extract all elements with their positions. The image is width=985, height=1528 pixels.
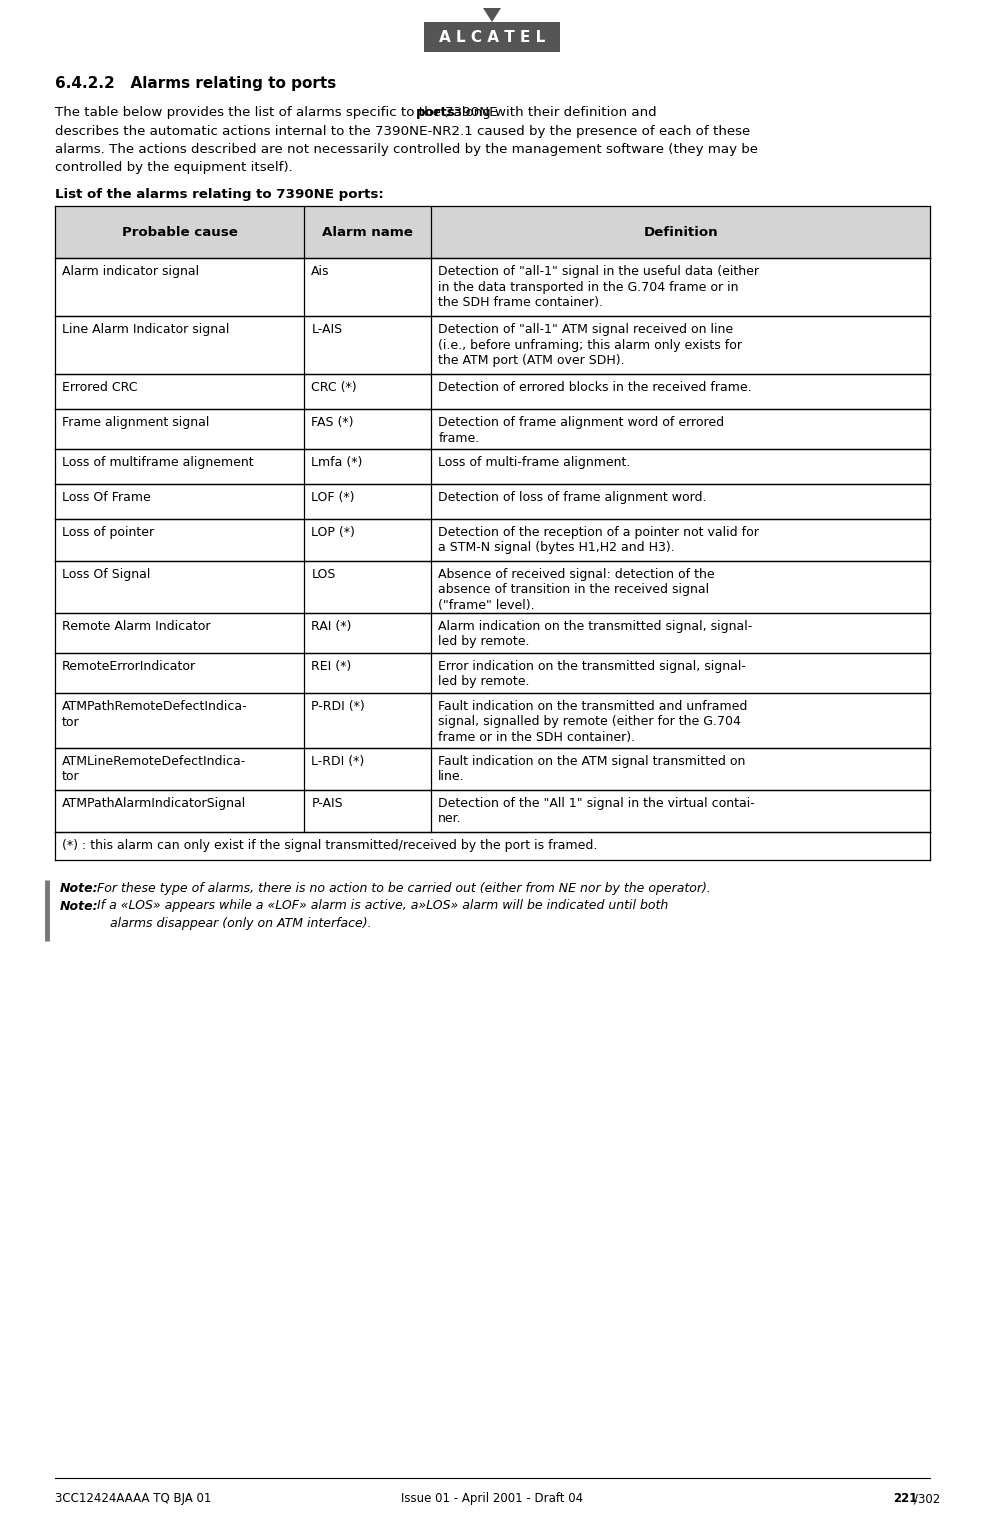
Text: Ais: Ais [311,264,330,278]
Text: the SDH frame container).: the SDH frame container). [438,296,603,309]
Text: Note:: Note: [60,882,98,895]
Text: Loss Of Frame: Loss Of Frame [62,490,151,504]
Text: Error indication on the transmitted signal, signal-: Error indication on the transmitted sign… [438,660,746,672]
Text: line.: line. [438,770,465,784]
Text: If a «LOS» appears while a «LOF» alarm is active, a»LOS» alarm will be indicated: If a «LOS» appears while a «LOF» alarm i… [93,900,668,912]
Text: Remote Alarm Indicator: Remote Alarm Indicator [62,620,211,633]
Text: ATMPathRemoteDefectIndica-: ATMPathRemoteDefectIndica- [62,700,247,714]
Text: Alarm name: Alarm name [322,226,414,238]
Text: LOP (*): LOP (*) [311,526,356,539]
Text: Detection of errored blocks in the received frame.: Detection of errored blocks in the recei… [438,380,752,394]
Text: Absence of received signal: detection of the: Absence of received signal: detection of… [438,568,715,581]
Text: led by remote.: led by remote. [438,675,530,689]
Bar [55,694,930,749]
Text: Line Alarm Indicator signal: Line Alarm Indicator signal [62,322,230,336]
Text: Detection of frame alignment word of errored: Detection of frame alignment word of err… [438,416,724,429]
Text: Frame alignment signal: Frame alignment signal [62,416,210,429]
Bar [55,613,930,652]
Bar [55,749,930,790]
Text: (*) : this alarm can only exist if the signal transmitted/received by the port i: (*) : this alarm can only exist if the s… [62,839,597,853]
Bar [424,21,560,52]
Text: 3CC12424AAAA TQ BJA 01: 3CC12424AAAA TQ BJA 01 [55,1491,212,1505]
Bar [55,520,930,561]
Text: Loss of multi-frame alignment.: Loss of multi-frame alignment. [438,455,630,469]
Text: Loss of pointer: Loss of pointer [62,526,154,539]
Text: signal, signalled by remote (either for the G.704: signal, signalled by remote (either for … [438,715,741,729]
Text: controlled by the equipment itself).: controlled by the equipment itself). [55,162,293,174]
Text: Detection of the "All 1" signal in the virtual contai-: Detection of the "All 1" signal in the v… [438,798,755,810]
Bar [55,374,930,410]
Bar [55,790,930,833]
Bar [55,833,930,860]
Text: Detection of "all-1" signal in the useful data (either: Detection of "all-1" signal in the usefu… [438,264,759,278]
Text: Alarm indication on the transmitted signal, signal-: Alarm indication on the transmitted sign… [438,620,753,633]
Text: , along with their definition and: , along with their definition and [445,105,657,119]
Text: Loss of multiframe alignement: Loss of multiframe alignement [62,455,253,469]
Bar [55,484,930,520]
Text: CRC (*): CRC (*) [311,380,357,394]
Text: 221: 221 [893,1491,917,1505]
Text: frame or in the SDH container).: frame or in the SDH container). [438,730,635,744]
Text: ATMPathAlarmIndicatorSignal: ATMPathAlarmIndicatorSignal [62,798,246,810]
Text: Loss Of Signal: Loss Of Signal [62,568,151,581]
Text: absence of transition in the received signal: absence of transition in the received si… [438,584,709,596]
Text: (i.e., before unframing; this alarm only exists for: (i.e., before unframing; this alarm only… [438,339,743,351]
Bar [55,258,930,316]
Text: A L C A T E L: A L C A T E L [439,29,545,44]
Text: L-AIS: L-AIS [311,322,343,336]
Text: ("frame" level).: ("frame" level). [438,599,535,613]
Text: /302: /302 [914,1491,941,1505]
Text: Detection of "all-1" ATM signal received on line: Detection of "all-1" ATM signal received… [438,322,734,336]
Text: describes the automatic actions internal to the 7390NE-NR2.1 caused by the prese: describes the automatic actions internal… [55,124,751,138]
Text: alarms. The actions described are not necessarily controlled by the management s: alarms. The actions described are not ne… [55,144,758,156]
Text: Note:: Note: [60,900,98,912]
Text: REI (*): REI (*) [311,660,352,672]
Text: L-RDI (*): L-RDI (*) [311,755,364,769]
Text: alarms disappear (only on ATM interface).: alarms disappear (only on ATM interface)… [110,917,371,931]
Text: The table below provides the list of alarms specific to the 7390NE: The table below provides the list of ala… [55,105,502,119]
Text: ATMLineRemoteDefectIndica-: ATMLineRemoteDefectIndica- [62,755,246,769]
Text: led by remote.: led by remote. [438,636,530,648]
Text: P-RDI (*): P-RDI (*) [311,700,365,714]
Text: Definition: Definition [643,226,718,238]
Bar [55,410,930,449]
Text: a STM-N signal (bytes H1,H2 and H3).: a STM-N signal (bytes H1,H2 and H3). [438,541,675,555]
Bar [55,561,930,613]
Text: Alarm indicator signal: Alarm indicator signal [62,264,199,278]
Bar [55,652,930,694]
Text: Lmfa (*): Lmfa (*) [311,455,362,469]
Polygon shape [483,8,501,21]
Text: 6.4.2.2   Alarms relating to ports: 6.4.2.2 Alarms relating to ports [55,76,336,92]
Text: tor: tor [62,770,80,784]
Text: Detection of the reception of a pointer not valid for: Detection of the reception of a pointer … [438,526,759,539]
Text: P-AIS: P-AIS [311,798,343,810]
Text: frame.: frame. [438,431,480,445]
Text: LOS: LOS [311,568,336,581]
Text: Errored CRC: Errored CRC [62,380,138,394]
Bar [55,449,930,484]
Text: the ATM port (ATM over SDH).: the ATM port (ATM over SDH). [438,354,624,367]
Text: Probable cause: Probable cause [122,226,237,238]
Text: in the data transported in the G.704 frame or in: in the data transported in the G.704 fra… [438,281,739,293]
Text: LOF (*): LOF (*) [311,490,355,504]
Text: RAI (*): RAI (*) [311,620,352,633]
Text: Detection of loss of frame alignment word.: Detection of loss of frame alignment wor… [438,490,707,504]
Text: FAS (*): FAS (*) [311,416,354,429]
Text: For these type of alarms, there is no action to be carried out (either from NE n: For these type of alarms, there is no ac… [93,882,711,895]
Text: tor: tor [62,715,80,729]
Text: Fault indication on the transmitted and unframed: Fault indication on the transmitted and … [438,700,748,714]
Bar [55,206,930,258]
Bar [55,316,930,374]
Text: RemoteErrorIndicator: RemoteErrorIndicator [62,660,196,672]
Text: ports: ports [416,105,455,119]
Text: List of the alarms relating to 7390NE ports:: List of the alarms relating to 7390NE po… [55,188,384,202]
Text: Fault indication on the ATM signal transmitted on: Fault indication on the ATM signal trans… [438,755,746,769]
Text: ner.: ner. [438,813,462,825]
Text: Issue 01 - April 2001 - Draft 04: Issue 01 - April 2001 - Draft 04 [401,1491,583,1505]
